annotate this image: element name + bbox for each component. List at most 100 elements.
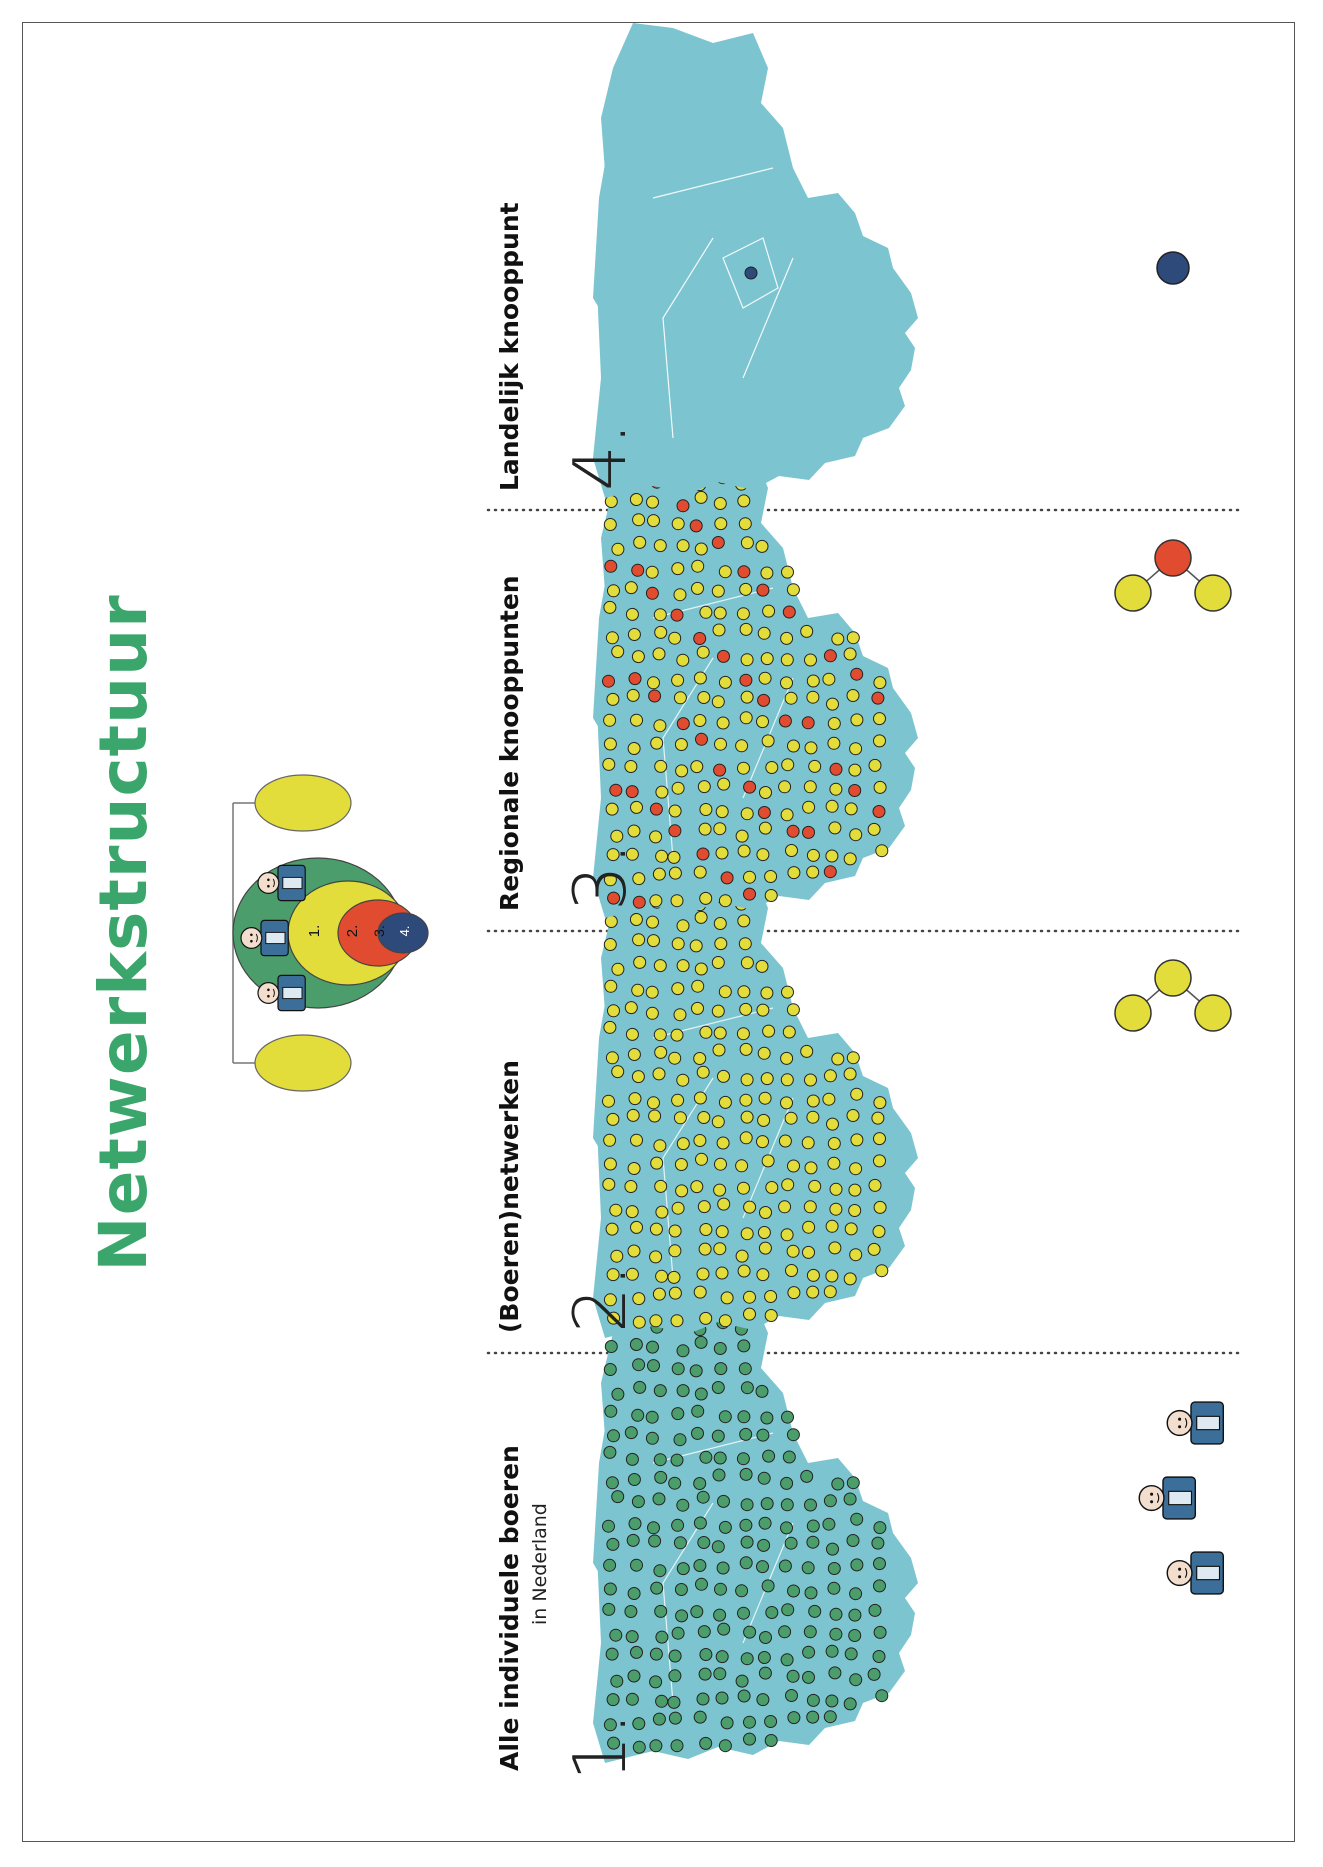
map-dot xyxy=(765,1606,779,1619)
map-dot xyxy=(802,1670,815,1684)
map-dot xyxy=(713,1608,727,1622)
map-dot xyxy=(808,1179,822,1193)
map-dot xyxy=(632,513,646,527)
map-dot xyxy=(694,1387,708,1401)
map-dot xyxy=(668,631,682,645)
map-dot xyxy=(653,959,667,973)
map-dot xyxy=(844,1222,858,1236)
map-dot xyxy=(697,691,711,704)
map-dot xyxy=(606,1112,620,1126)
map-dot xyxy=(603,737,617,751)
map-dot xyxy=(668,1244,682,1258)
map-dot xyxy=(627,1162,641,1175)
map-dot xyxy=(712,1468,726,1482)
map-dot xyxy=(780,808,794,822)
map-dot xyxy=(624,581,638,595)
map-dot xyxy=(714,1157,727,1171)
map-dot xyxy=(739,1093,753,1107)
map-dot xyxy=(628,672,642,686)
map-dot xyxy=(671,937,685,951)
map-dot xyxy=(627,1048,641,1061)
map-dot xyxy=(649,830,663,844)
map-dot xyxy=(867,1667,881,1681)
map-dot xyxy=(739,1042,753,1056)
map-dot xyxy=(653,539,667,553)
map-dot xyxy=(645,586,659,600)
map-dot xyxy=(756,1268,770,1282)
map-dot xyxy=(602,1602,616,1616)
map-dot xyxy=(632,895,646,909)
map-dot xyxy=(668,1711,682,1725)
map-dot xyxy=(873,1579,886,1593)
map-dot xyxy=(668,1649,682,1663)
map-dot xyxy=(607,891,621,905)
map-dot xyxy=(778,1200,792,1214)
map-dot xyxy=(802,825,815,839)
map-dot xyxy=(712,1043,726,1057)
map-dot xyxy=(668,866,682,880)
map-dot xyxy=(867,1242,881,1256)
map-dot xyxy=(803,1200,817,1214)
map-dot xyxy=(781,758,795,772)
map-dot xyxy=(827,1562,841,1575)
map-dot xyxy=(676,1344,690,1358)
map-dot xyxy=(843,852,857,866)
map-dot xyxy=(875,1264,889,1278)
map-dot xyxy=(713,1026,727,1040)
map-dot xyxy=(737,1264,751,1278)
map-dot xyxy=(846,1476,860,1490)
map-dot xyxy=(711,1004,725,1018)
map-dot xyxy=(806,1094,820,1108)
map-dot xyxy=(676,717,690,731)
map-dot xyxy=(823,1285,837,1299)
map-dot xyxy=(784,1111,798,1125)
map-dot xyxy=(786,824,800,838)
map-dot xyxy=(825,1269,839,1283)
map-dot xyxy=(603,873,617,887)
map-dot xyxy=(801,716,815,730)
map-dot xyxy=(780,1096,793,1110)
map-dot xyxy=(633,1380,647,1394)
map-dot xyxy=(603,1582,617,1596)
map-dot xyxy=(603,518,617,531)
map-dot xyxy=(676,959,690,973)
map-dot xyxy=(739,711,753,725)
map-dot xyxy=(800,624,814,638)
map-dot xyxy=(627,824,641,838)
map-dot xyxy=(699,1311,713,1325)
map-dot xyxy=(604,1340,618,1353)
map-dot xyxy=(718,1520,732,1534)
map-dot xyxy=(631,1408,645,1422)
map-dot xyxy=(625,1267,639,1281)
map-dot xyxy=(645,565,659,579)
map-dot xyxy=(759,1206,772,1219)
map-dot xyxy=(804,1161,818,1175)
map-dot xyxy=(717,1197,731,1211)
map-dot xyxy=(780,1073,794,1087)
map-dot xyxy=(655,785,669,799)
map-dot xyxy=(822,1092,836,1106)
map-dot xyxy=(850,1087,864,1101)
map-dot xyxy=(714,517,728,531)
map-dot xyxy=(627,1587,641,1600)
map-dot xyxy=(711,695,725,709)
map-dot xyxy=(693,1052,707,1065)
map-dot xyxy=(603,713,617,727)
map-dot xyxy=(740,1498,754,1512)
map-dot xyxy=(628,1517,642,1531)
map-dot xyxy=(716,1136,730,1150)
map-dot xyxy=(781,985,794,999)
side-network-ellipse-right xyxy=(254,774,352,832)
map-dot xyxy=(743,1200,757,1214)
map-dot xyxy=(787,1584,800,1598)
map-dot xyxy=(823,649,837,663)
map-dot xyxy=(778,1625,792,1639)
map-dot xyxy=(602,1094,615,1108)
map-dot xyxy=(736,1452,750,1466)
map-dot xyxy=(760,1411,774,1425)
map-dot xyxy=(757,1538,771,1552)
map-dot xyxy=(756,1135,769,1149)
map-dot xyxy=(740,1535,754,1549)
map-dot xyxy=(711,1381,725,1394)
map-dot xyxy=(825,849,839,863)
